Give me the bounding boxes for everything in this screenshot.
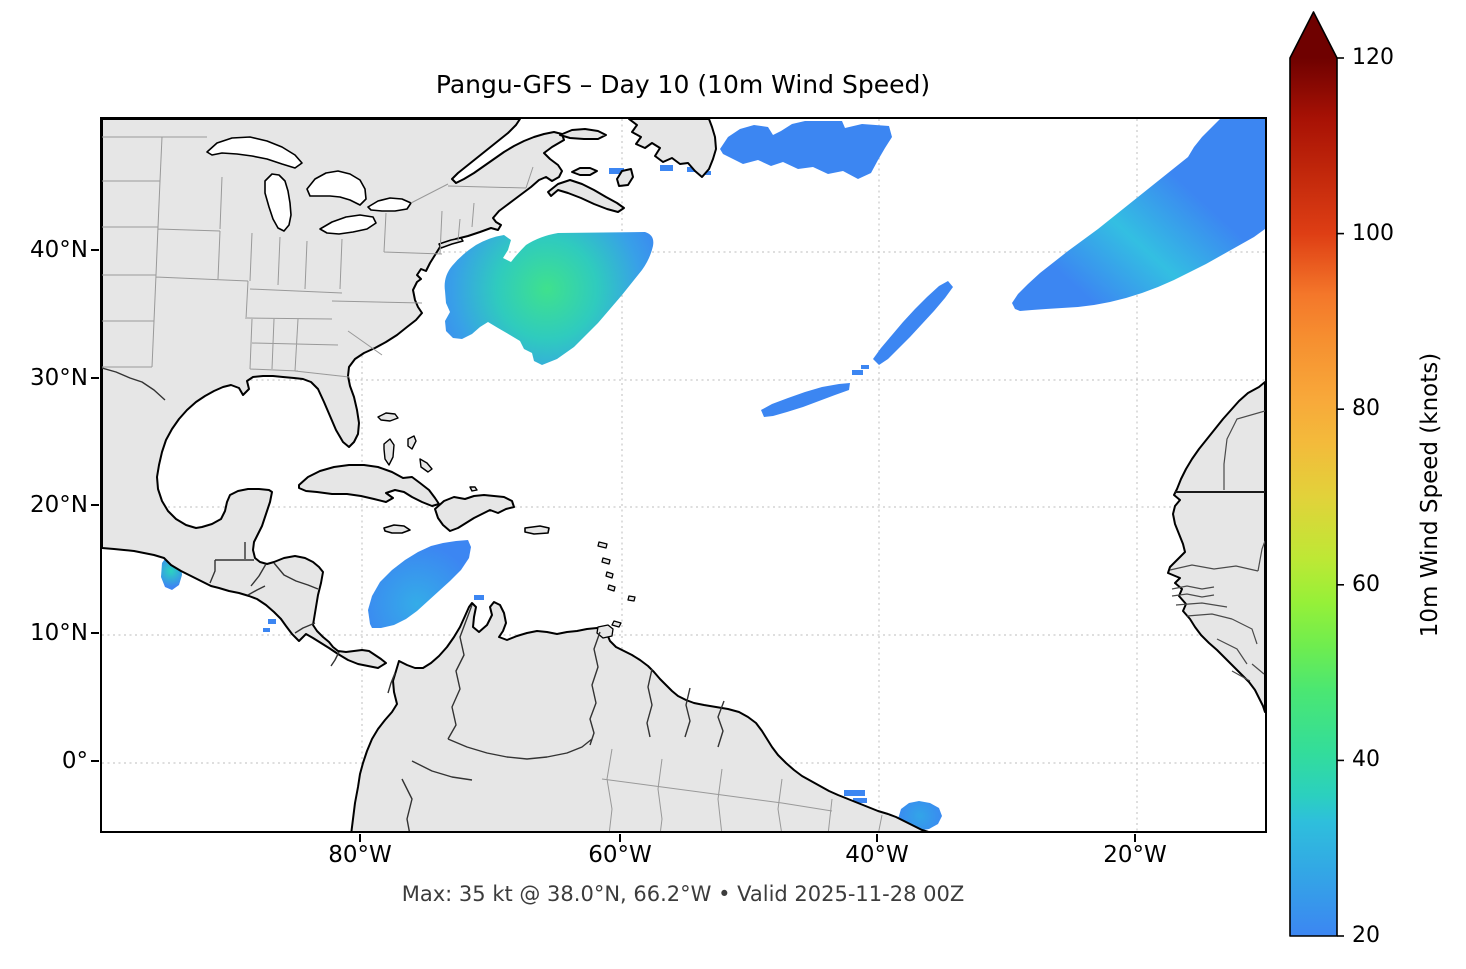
xtick-mark bbox=[619, 834, 621, 842]
wind-patch-bits bbox=[852, 365, 869, 375]
land-masses bbox=[102, 119, 1265, 831]
colorbar-gradient-bar bbox=[1289, 11, 1338, 937]
lake-erie bbox=[319, 214, 377, 235]
land-south-america bbox=[350, 601, 929, 831]
islands-bahamas bbox=[377, 412, 478, 492]
xtick-label-80w: 80°W bbox=[328, 842, 392, 868]
island-hispaniola bbox=[434, 494, 515, 532]
xtick-mark bbox=[876, 834, 878, 842]
page-title: Pangu-GFS – Day 10 (10m Wind Speed) bbox=[435, 70, 931, 99]
great-lakes bbox=[206, 136, 412, 235]
map-canvas bbox=[102, 119, 1265, 831]
xtick-label-40w: 40°W bbox=[845, 842, 909, 868]
cbar-tick-120: 120 bbox=[1352, 45, 1394, 70]
ytick-mark bbox=[91, 632, 99, 634]
wind-patch-western-atlantic-max bbox=[444, 232, 654, 365]
wind-patch-northeast-atlantic-streak bbox=[1012, 119, 1265, 311]
country-borders-americas bbox=[102, 367, 725, 831]
lake-superior bbox=[206, 136, 303, 169]
cbar-tick-60: 60 bbox=[1352, 572, 1380, 597]
peninsula-nova-scotia bbox=[547, 179, 625, 213]
wind-patch-central-atlantic-streak bbox=[873, 281, 953, 365]
ytick-label-40n: 40°N bbox=[30, 237, 88, 263]
brazil-state-borders bbox=[601, 748, 883, 831]
wind-patch-nicaragua-specks bbox=[263, 619, 276, 632]
wind-patch-caribbean-dash bbox=[474, 595, 484, 600]
xtick-mark bbox=[359, 834, 361, 842]
island-jamaica bbox=[383, 524, 411, 534]
ytick-label-20n: 20°N bbox=[30, 492, 88, 518]
land-africa bbox=[1167, 381, 1265, 713]
island-cuba bbox=[298, 464, 440, 507]
colorbar-tick-marks bbox=[1337, 57, 1344, 937]
islands-lesser-antilles bbox=[596, 541, 636, 639]
lake-ontario bbox=[367, 197, 412, 212]
us-state-borders bbox=[102, 136, 534, 378]
xtick-mark bbox=[1134, 834, 1136, 842]
ytick-mark bbox=[91, 377, 99, 379]
xtick-label-60w: 60°W bbox=[588, 842, 652, 868]
ytick-mark bbox=[91, 249, 99, 251]
wind-patch-caribbean bbox=[368, 540, 471, 628]
xtick-label-20w: 20°W bbox=[1103, 842, 1167, 868]
island-puerto-rico bbox=[524, 525, 550, 535]
colorbar-canvas bbox=[1289, 11, 1344, 937]
colorbar bbox=[1270, 0, 1400, 945]
colorbar-axis-label: 10m Wind Speed (knots) bbox=[1417, 352, 1443, 638]
ytick-mark bbox=[91, 504, 99, 506]
wind-patch-newfoundland bbox=[720, 121, 892, 179]
island-cape-breton bbox=[616, 168, 634, 187]
wind-patch-central-atlantic-streak-2 bbox=[761, 383, 850, 417]
ytick-label-30n: 30°N bbox=[30, 365, 88, 391]
lake-michigan bbox=[264, 173, 292, 232]
map-plot-area bbox=[100, 117, 1267, 833]
cbar-tick-20: 20 bbox=[1352, 923, 1380, 948]
country-borders-africa bbox=[1169, 410, 1265, 682]
island-long-island bbox=[438, 237, 464, 249]
ytick-label-0: 0° bbox=[61, 748, 88, 774]
cbar-tick-80: 80 bbox=[1352, 396, 1380, 421]
subtitle-max-valid: Max: 35 kt @ 38.0°N, 66.2°W • Valid 2025… bbox=[401, 882, 965, 906]
island-newfoundland bbox=[628, 119, 717, 178]
lake-huron bbox=[306, 170, 367, 206]
cbar-tick-100: 100 bbox=[1352, 221, 1394, 246]
land-north-central-america bbox=[102, 119, 565, 669]
island-pei bbox=[571, 167, 598, 176]
wind-patch-brazil-dashes bbox=[844, 790, 867, 803]
island-anticosti bbox=[559, 128, 607, 140]
cbar-tick-40: 40 bbox=[1352, 747, 1380, 772]
ytick-mark bbox=[91, 760, 99, 762]
ytick-label-10n: 10°N bbox=[30, 620, 88, 646]
